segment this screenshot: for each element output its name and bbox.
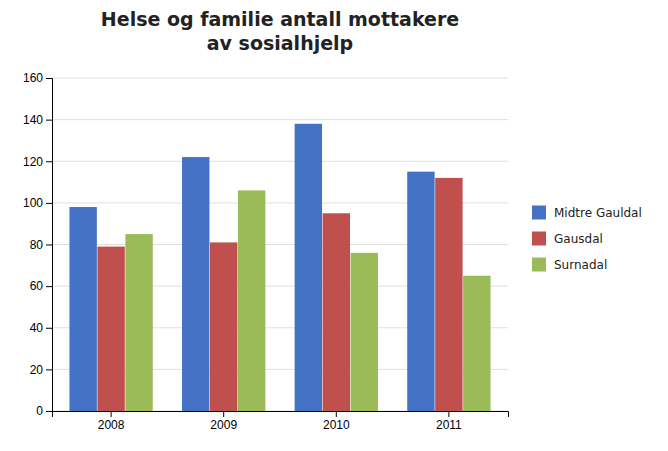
x-tick-mark <box>111 411 112 417</box>
chart-svg: Helse og familie antall mottakereav sosi… <box>0 0 668 451</box>
bars <box>69 124 490 411</box>
legend-swatch <box>532 206 546 220</box>
x-tick: 2010 <box>323 411 350 432</box>
bar <box>125 234 152 411</box>
bar <box>435 178 462 411</box>
background <box>0 0 668 451</box>
grid-line <box>52 78 508 79</box>
y-tick: 40 <box>30 321 52 335</box>
bar <box>69 207 96 411</box>
bar <box>182 157 209 411</box>
x-tick-label: 2011 <box>436 418 462 432</box>
y-tick-label: 20 <box>30 363 44 377</box>
grid <box>52 78 508 411</box>
y-tick-mark <box>46 328 52 329</box>
bar-series <box>69 124 434 411</box>
bar <box>463 276 490 411</box>
bar <box>323 213 350 411</box>
y-tick: 0 <box>36 404 52 418</box>
y-tick: 60 <box>30 279 52 293</box>
y-tick-label: 100 <box>23 196 43 210</box>
y-tick: 20 <box>30 363 52 377</box>
legend-item: Midtre Gauldal <box>532 206 642 220</box>
bar <box>407 172 434 411</box>
x-tick-label: 2010 <box>323 418 350 432</box>
legend-item: Surnadal <box>532 258 607 272</box>
y-tick-mark <box>46 120 52 121</box>
y-axis: 0 20 40 60 80 100 120 140 160 <box>23 71 53 418</box>
bar <box>351 253 378 411</box>
bar <box>97 247 124 411</box>
y-tick: 140 <box>23 113 52 127</box>
x-axis: 2008 2009 2010 2011 <box>53 411 509 432</box>
bar-series <box>125 190 490 411</box>
legend: Midtre Gauldal Gausdal Surnadal <box>532 206 642 272</box>
legend-swatch <box>532 258 546 272</box>
bar <box>238 190 265 411</box>
bar <box>295 124 322 411</box>
title-line: av sosialhjelp <box>207 32 353 54</box>
y-tick-label: 80 <box>30 238 44 252</box>
x-tick-label: 2008 <box>98 418 125 432</box>
legend-label: Surnadal <box>554 258 607 272</box>
bar <box>210 242 237 411</box>
axis-domain <box>46 79 53 412</box>
y-tick-label: 160 <box>23 71 43 85</box>
y-tick: 100 <box>23 196 52 210</box>
y-tick-label: 0 <box>36 404 43 418</box>
legend-label: Midtre Gauldal <box>554 206 642 220</box>
legend-item: Gausdal <box>532 232 603 246</box>
x-tick: 2009 <box>210 411 237 432</box>
legend-swatch <box>532 232 546 246</box>
y-tick-label: 120 <box>23 155 43 169</box>
plot: 2008 2009 2010 2011 0 20 40 60 80 100 120 140 160 <box>23 71 509 431</box>
y-tick-mark <box>46 369 52 370</box>
title-line: Helse og familie antall mottakere <box>101 8 459 30</box>
x-tick-label: 2009 <box>210 418 237 432</box>
x-tick-mark <box>223 411 224 417</box>
y-tick: 80 <box>30 238 52 252</box>
x-tick: 2011 <box>436 411 462 432</box>
y-tick-mark <box>46 161 52 162</box>
y-tick: 120 <box>23 155 52 169</box>
y-tick-label: 140 <box>23 113 43 127</box>
y-tick-mark <box>46 203 52 204</box>
y-tick: 160 <box>23 71 52 85</box>
grid-line <box>52 119 508 120</box>
y-tick-mark <box>46 411 52 412</box>
y-tick-label: 60 <box>30 279 44 293</box>
grid-line <box>52 161 508 162</box>
y-tick-mark <box>46 245 52 246</box>
title: Helse og familie antall mottakereav sosi… <box>101 8 459 54</box>
x-tick-mark <box>336 411 337 417</box>
axis-domain <box>53 412 509 418</box>
legend-label: Gausdal <box>554 232 603 246</box>
x-tick: 2008 <box>98 411 125 432</box>
y-tick-label: 40 <box>30 321 44 335</box>
bar-series <box>97 178 462 411</box>
y-tick-mark <box>46 286 52 287</box>
x-tick-mark <box>448 411 449 417</box>
y-tick-mark <box>46 78 52 79</box>
